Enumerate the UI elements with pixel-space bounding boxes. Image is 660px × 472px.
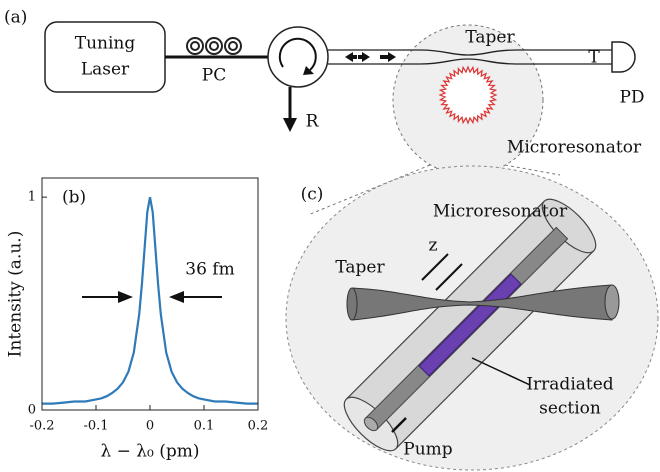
x-tick-label: 0.1 <box>194 419 215 434</box>
irradiated-label: section <box>539 399 601 419</box>
x-axis-label: λ − λ₀ (pm) <box>100 442 199 462</box>
y-axis-label: Intensity (a.u.) <box>6 231 26 358</box>
panel-label: (a) <box>4 8 27 28</box>
arrow-head <box>283 118 297 132</box>
laser-label: Tuning <box>75 34 136 54</box>
y-tick-label: 0 <box>28 403 36 418</box>
arrow <box>380 52 396 62</box>
pc-coils <box>187 38 241 54</box>
irradiated-label: Irradiated <box>526 375 613 395</box>
taper-end <box>605 285 619 319</box>
spectrum-line <box>42 197 258 403</box>
y-tick-label: 1 <box>28 190 36 205</box>
panel-label: (c) <box>301 185 324 205</box>
microresonator-label: Microresonator <box>507 138 642 158</box>
taper-end <box>347 288 357 320</box>
laser-box <box>45 22 165 92</box>
arrows <box>345 52 370 62</box>
pump-label: Pump <box>403 440 453 460</box>
microresonator-label: Microresonator <box>433 202 568 222</box>
pd-label: PD <box>619 88 644 108</box>
z-label: z <box>429 236 438 256</box>
laser-label: Laser <box>81 60 130 80</box>
t-label: T <box>588 48 600 68</box>
x-tick-label: 0 <box>146 419 154 434</box>
r-label: R <box>306 112 320 132</box>
panel-label: (b) <box>62 188 86 208</box>
plot-frame <box>42 178 258 410</box>
circulator <box>268 27 328 87</box>
figure: (a) Tuning Laser PC R Taper T PD Microre… <box>0 0 660 472</box>
x-tick-label: 0.2 <box>248 419 269 434</box>
arrow-head <box>118 291 184 303</box>
x-tick-label: -0.1 <box>83 419 108 434</box>
pc-label: PC <box>202 66 226 86</box>
width-annotation: 36 fm <box>185 260 234 280</box>
photodiode <box>612 42 635 72</box>
taper-label: Taper <box>465 28 515 48</box>
x-tick-label: -0.2 <box>29 419 54 434</box>
spectrum-chart: -0.2 -0.1 0 0.1 0.2 0 1 λ − λ₀ (pm) Intensity (a… <box>6 178 269 462</box>
taper-label: Taper <box>335 258 385 278</box>
